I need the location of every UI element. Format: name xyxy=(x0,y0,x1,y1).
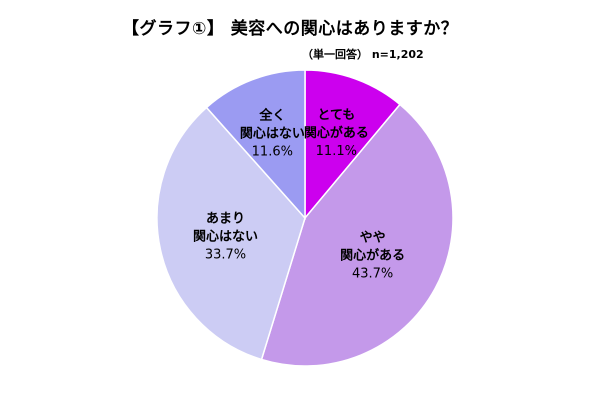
slice-value-label-4: 11.6% xyxy=(252,144,293,159)
pie-slice-2 xyxy=(260,103,454,367)
slice-category-label-3: 関心はない xyxy=(193,229,258,244)
pie-slice-1 xyxy=(304,69,402,221)
slice-category-label-3: あまり xyxy=(206,211,245,226)
chart-subtitle: （単一回答） n=1,202 xyxy=(302,48,424,61)
slice-value-label-2: 43.7% xyxy=(352,267,393,282)
slice-category-label-2: やや xyxy=(360,231,386,246)
slice-category-label-1: とても xyxy=(317,108,355,123)
slice-value-label-1: 11.1% xyxy=(316,144,357,159)
chart-title: 【グラフ①】 美容への関心はありますか？ xyxy=(122,19,459,39)
slice-category-label-1: 関心がある xyxy=(304,125,369,141)
pie-slice-4 xyxy=(205,69,306,220)
slice-category-label-4: 関心はない xyxy=(240,126,305,141)
pie-slice-3 xyxy=(156,106,306,361)
slice-category-label-2: 関心がある xyxy=(340,248,405,264)
slice-category-label-4: 全く xyxy=(258,107,285,123)
slice-value-label-3: 33.7% xyxy=(205,247,246,262)
